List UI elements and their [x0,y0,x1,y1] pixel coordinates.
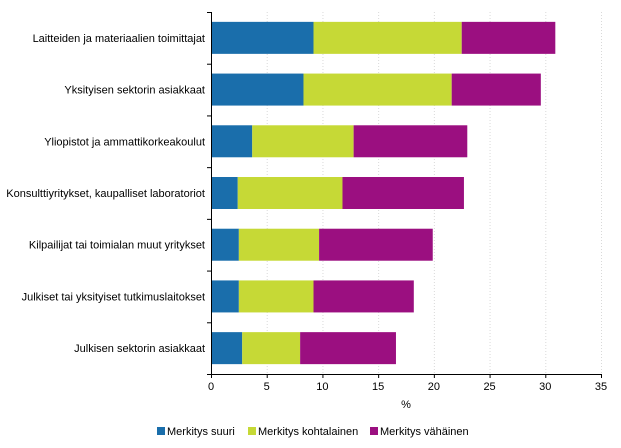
bar-segment [211,332,243,365]
bar-segment [451,73,541,106]
category-label: Kilpailijat tai toimialan muut yritykset [29,240,205,252]
category-label: Julkisen sektorin asiakkaat [74,343,205,355]
bar-segment [342,177,464,209]
category-labels: Laitteiden ja materiaalien toimittajat Yk… [6,33,205,355]
x-axis-title: % [401,399,411,411]
category-label: Yksityisen sektorin asiakkaat [64,85,205,97]
x-tick-label: 0 [208,381,214,393]
x-tick-label: 30 [539,381,551,393]
x-tick-label: 35 [595,381,607,393]
category-label: Julkiset tai yksityiset tutkimuslaitokse… [22,291,205,303]
legend-label: Merkitys vähäinen [380,426,469,438]
bar-segment [211,280,239,313]
bar-segment [303,73,452,106]
legend-swatch [248,427,256,435]
bar-segment [313,280,414,313]
category-label: Konsulttiyritykset, kaupalliset laborato… [6,188,205,200]
bar-segment [353,125,468,158]
x-tick-label: 10 [316,381,328,393]
bar-segment [300,332,396,365]
bar-segment [211,177,238,209]
category-label: Yliopistot ja ammattikorkeakoulut [44,136,205,148]
bar-segment [211,21,314,54]
legend-swatch [370,427,378,435]
x-tick-label: 20 [428,381,440,393]
legend-label: Merkitys suuri [167,426,235,438]
bar-segment [252,125,354,158]
bar-segment [211,125,253,158]
x-tick-labels: 0 5 10 15 20 25 30 35 [208,381,607,393]
bar-segment [319,228,433,261]
bar-segment [238,228,320,261]
x-tick-label: 15 [372,381,384,393]
bar-segment [237,177,343,209]
legend-label: Merkitys kohtalainen [258,426,358,438]
legend-swatch [157,427,165,435]
bar-segment [313,21,462,54]
category-label: Laitteiden ja materiaalien toimittajat [33,33,205,45]
bar-segment [238,280,314,313]
bar-segment [211,73,304,106]
bars [211,21,556,365]
x-tick-label: 5 [264,381,270,393]
axes [207,12,602,378]
bar-segment [211,228,239,261]
legend: Merkitys suuri Merkitys kohtalainen Merkit… [157,426,469,438]
x-tick-label: 25 [483,381,495,393]
bar-segment [461,21,556,54]
bar-segment [242,332,301,365]
